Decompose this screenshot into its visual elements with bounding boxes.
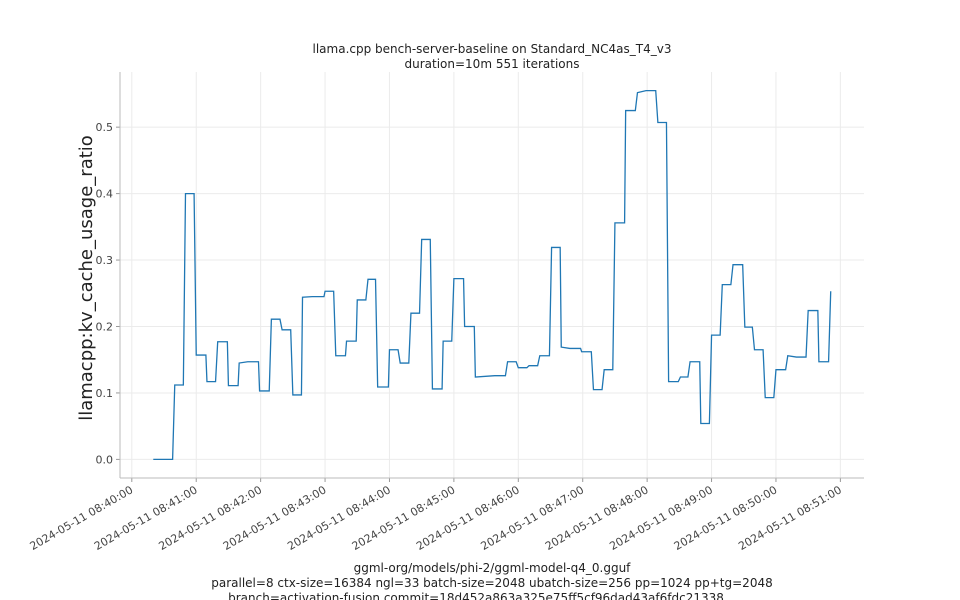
y-axis-label: llamacpp:kv_cache_usage_ratio [76, 135, 97, 421]
y-tick-label: 0.2 [96, 320, 114, 333]
x-axis-label: branch=activation-fusion commit=18d452a8… [228, 591, 724, 600]
y-tick-label: 0.5 [96, 121, 114, 134]
x-axis-label: parallel=8 ctx-size=16384 ngl=33 batch-s… [211, 576, 772, 590]
y-tick-label: 0.3 [96, 254, 114, 267]
y-tick-label: 0.4 [96, 188, 114, 201]
y-tick-label: 0.0 [96, 453, 114, 466]
data-line [153, 89, 832, 461]
chart-title: llama.cpp bench-server-baseline on Stand… [313, 42, 672, 56]
x-axis-label: ggml-org/models/phi-2/ggml-model-q4_0.gg… [354, 561, 632, 575]
y-tick-label: 0.1 [96, 387, 114, 400]
chart-subtitle: duration=10m 551 iterations [405, 57, 580, 71]
